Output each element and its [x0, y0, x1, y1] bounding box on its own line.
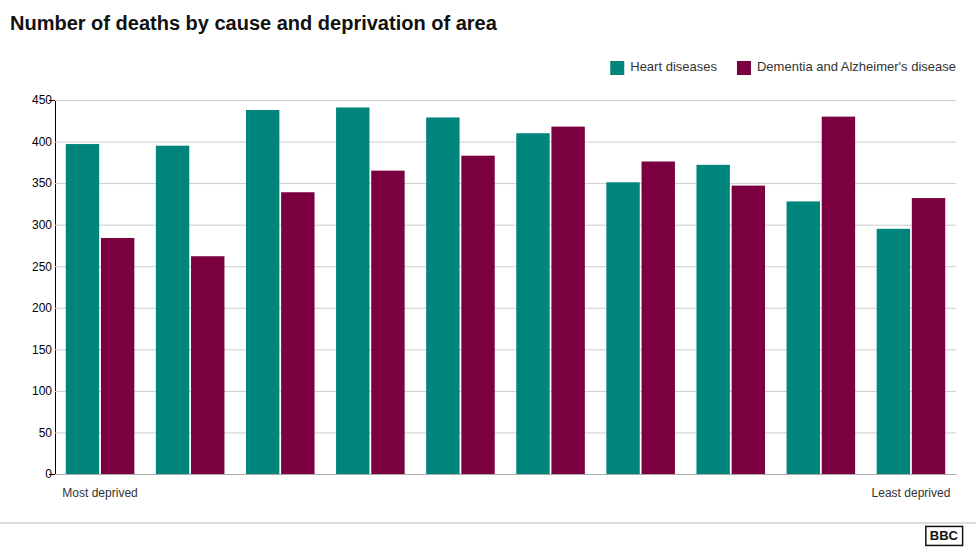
legend-label: Heart diseases: [630, 59, 717, 74]
y-tick-label: 200: [32, 301, 52, 315]
grid-line: [55, 100, 956, 101]
grid-line: [55, 142, 956, 143]
y-tick-label: 300: [32, 218, 52, 232]
bar: [642, 162, 675, 474]
bar: [516, 133, 549, 474]
x-axis-line: [56, 474, 957, 475]
bar: [156, 146, 189, 474]
annotation-box: [926, 526, 963, 545]
bar: [606, 182, 639, 474]
bar: [246, 110, 279, 474]
bar: [877, 229, 910, 474]
bar: [191, 256, 224, 474]
title: Number of deaths by cause and deprivatio…: [10, 12, 498, 34]
chart: Number of deaths by cause and deprivatio…: [0, 0, 976, 549]
series: [101, 117, 945, 474]
y-axis: 0 50 100 150 200 250 300 350 400 450: [32, 93, 956, 481]
bar: [371, 171, 404, 474]
y-tick-label: 400: [32, 135, 52, 149]
bar: [101, 238, 134, 474]
bar: [732, 186, 765, 474]
bar: [822, 117, 855, 474]
annotation: BBC: [926, 526, 963, 545]
x-tick-label: Most deprived: [62, 486, 137, 500]
legend-swatch: [737, 61, 751, 75]
grid-line: [55, 183, 956, 184]
grid-line: [55, 225, 956, 226]
legend: Dementia and Alzheimer's disease Heart di…: [610, 59, 956, 75]
bar: [787, 201, 820, 474]
grid-line: [55, 391, 956, 392]
legend-label: Dementia and Alzheimer's disease: [757, 59, 956, 74]
y-tick-label: 350: [32, 176, 52, 190]
x-tick-label: Least deprived: [872, 486, 951, 500]
legend-swatch: [610, 61, 624, 75]
plot: 0 50 100 150 200 250 300 350 400 450 Most deprived…: [32, 93, 957, 499]
annotation-text: BBC: [930, 528, 959, 543]
y-tick: 450: [32, 93, 956, 107]
bars: [66, 107, 945, 474]
legend-item: Heart diseases: [610, 59, 717, 75]
y-axis-line: [49, 101, 56, 475]
y-tick-label: 100: [32, 384, 52, 398]
legend-item: Dementia and Alzheimer's disease: [737, 59, 956, 75]
bar: [336, 107, 369, 474]
y-tick-label: 0: [45, 467, 52, 481]
x-axis: Most deprived Least deprived: [56, 474, 957, 500]
bar: [66, 144, 99, 474]
grid-line: [55, 349, 956, 350]
x-tick: Most deprived: [62, 474, 137, 500]
y-tick-label: 50: [39, 426, 53, 440]
bar: [696, 165, 729, 474]
bar: [281, 192, 314, 474]
y-tick-label: 250: [32, 260, 52, 274]
grid-line: [55, 266, 956, 267]
bar: [426, 117, 459, 474]
grid-line: [55, 432, 956, 433]
series: [66, 107, 910, 474]
bar: [912, 198, 945, 474]
y-tick-label: 450: [32, 93, 52, 107]
y-tick-label: 150: [32, 343, 52, 357]
x-tick: Least deprived: [872, 474, 951, 500]
grid-line: [55, 474, 956, 475]
separator: [0, 523, 976, 524]
bar: [551, 127, 584, 474]
bar: [461, 156, 494, 474]
grid-line: [55, 308, 956, 309]
